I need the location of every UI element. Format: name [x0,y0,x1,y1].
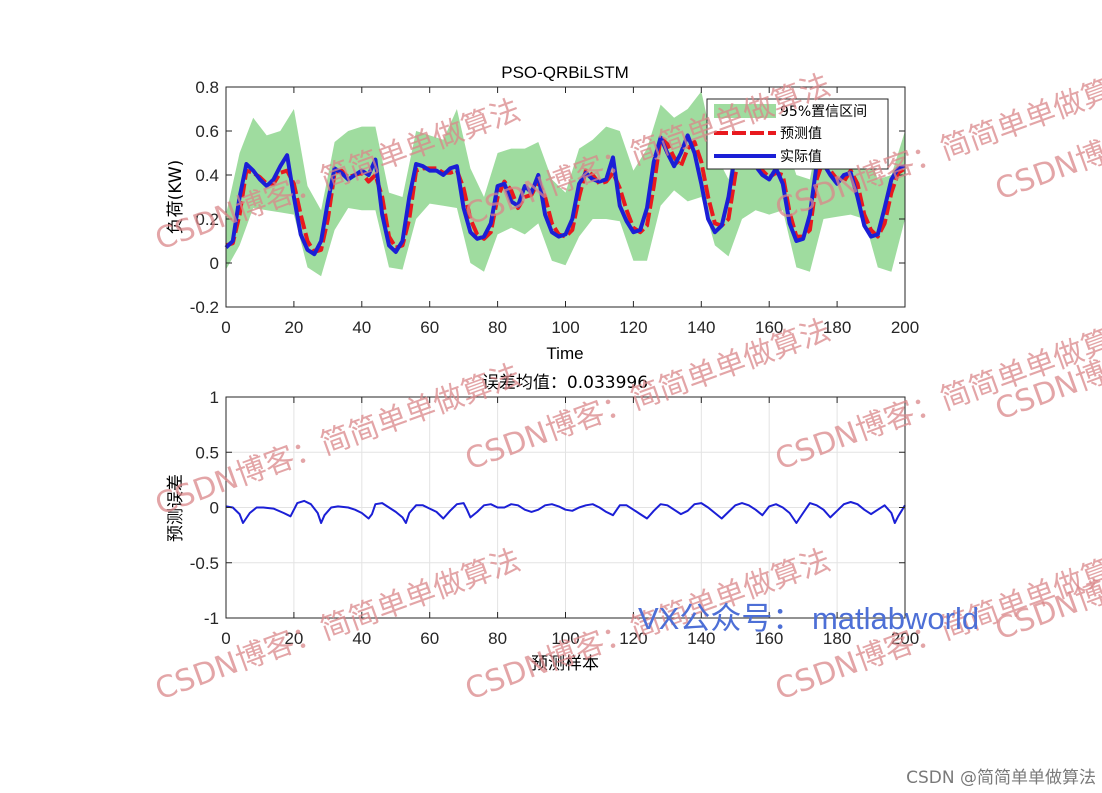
x-tick-label: 180 [823,318,851,337]
y-tick-label: -1 [204,609,219,628]
x-tick-label: 40 [352,629,371,648]
x-tick-label: 200 [891,629,919,648]
bottom-chart-title: 误差均值：0.033996 [482,373,648,393]
y-tick-label: 0 [210,254,219,273]
y-tick-label: 0.4 [195,166,219,185]
x-tick-label: 80 [488,318,507,337]
x-tick-label: 80 [488,629,507,648]
error-plot-area [225,499,906,524]
x-tick-label: 120 [619,318,647,337]
top-y-axis-label: 负荷(KW) [166,160,186,235]
x-tick-label: 60 [420,629,439,648]
x-tick-label: 40 [352,318,371,337]
bottom-x-ticks: 0 20 40 60 80 100 120 140 160 180 200 [221,397,919,648]
x-tick-label: 160 [755,629,783,648]
vx-public-account-label: VX公众号： matlabworld [638,601,980,636]
x-tick-label: 60 [420,318,439,337]
x-tick-label: 0 [221,318,230,337]
bottom-x-axis-label: 预测样本 [531,654,599,674]
x-tick-label: 100 [551,318,579,337]
forecast-plot-area [224,91,907,277]
x-tick-label: 0 [221,629,230,648]
y-tick-label: 0.6 [195,122,219,141]
x-tick-label: 140 [687,318,715,337]
x-tick-label: 120 [619,629,647,648]
y-tick-label: 0.2 [195,210,219,229]
confidence-band [226,91,905,277]
error-series-line [225,499,906,524]
legend-label-predicted: 预测值 [780,126,822,142]
legend-label-actual: 实际值 [780,149,822,165]
top-x-axis-label: Time [546,344,583,363]
x-tick-label: 180 [823,629,851,648]
top-x-ticks: 0 20 40 60 80 100 120 140 160 180 200 [221,87,919,337]
error-chart: 误差均值：0.033996 0 20 40 60 80 100 120 140 160 180 20… [166,373,919,674]
csdn-credit: CSDN @简简单单做算法 [906,768,1096,788]
y-tick-label: 0 [210,499,219,518]
actual-series-line [224,133,906,257]
legend-swatch-band [714,104,776,118]
bottom-y-axis-label: 预测误差 [166,474,186,542]
forecast-chart: PSO-QRBiLSTM 0 20 40 60 80 100 120 140 160 180 200… [166,63,919,363]
y-tick-label: -0.5 [190,554,219,573]
x-tick-label: 140 [687,629,715,648]
x-tick-label: 200 [891,318,919,337]
x-tick-label: 20 [284,629,303,648]
x-tick-label: 20 [284,318,303,337]
y-tick-label: 0.5 [195,443,219,462]
y-tick-label: -0.2 [190,298,219,317]
y-tick-label: 0.8 [195,78,219,97]
legend: 95%置信区间 预测值 实际值 [706,98,889,170]
bottom-y-ticks: -1 -0.5 0 0.5 1 [190,388,905,628]
x-tick-label: 160 [755,318,783,337]
top-y-ticks: -0.2 0 0.2 0.4 0.6 0.8 [190,78,905,317]
x-tick-label: 100 [551,629,579,648]
legend-label-band: 95%置信区间 [780,104,867,120]
top-chart-title: PSO-QRBiLSTM [501,63,629,82]
y-tick-label: 1 [210,388,219,407]
